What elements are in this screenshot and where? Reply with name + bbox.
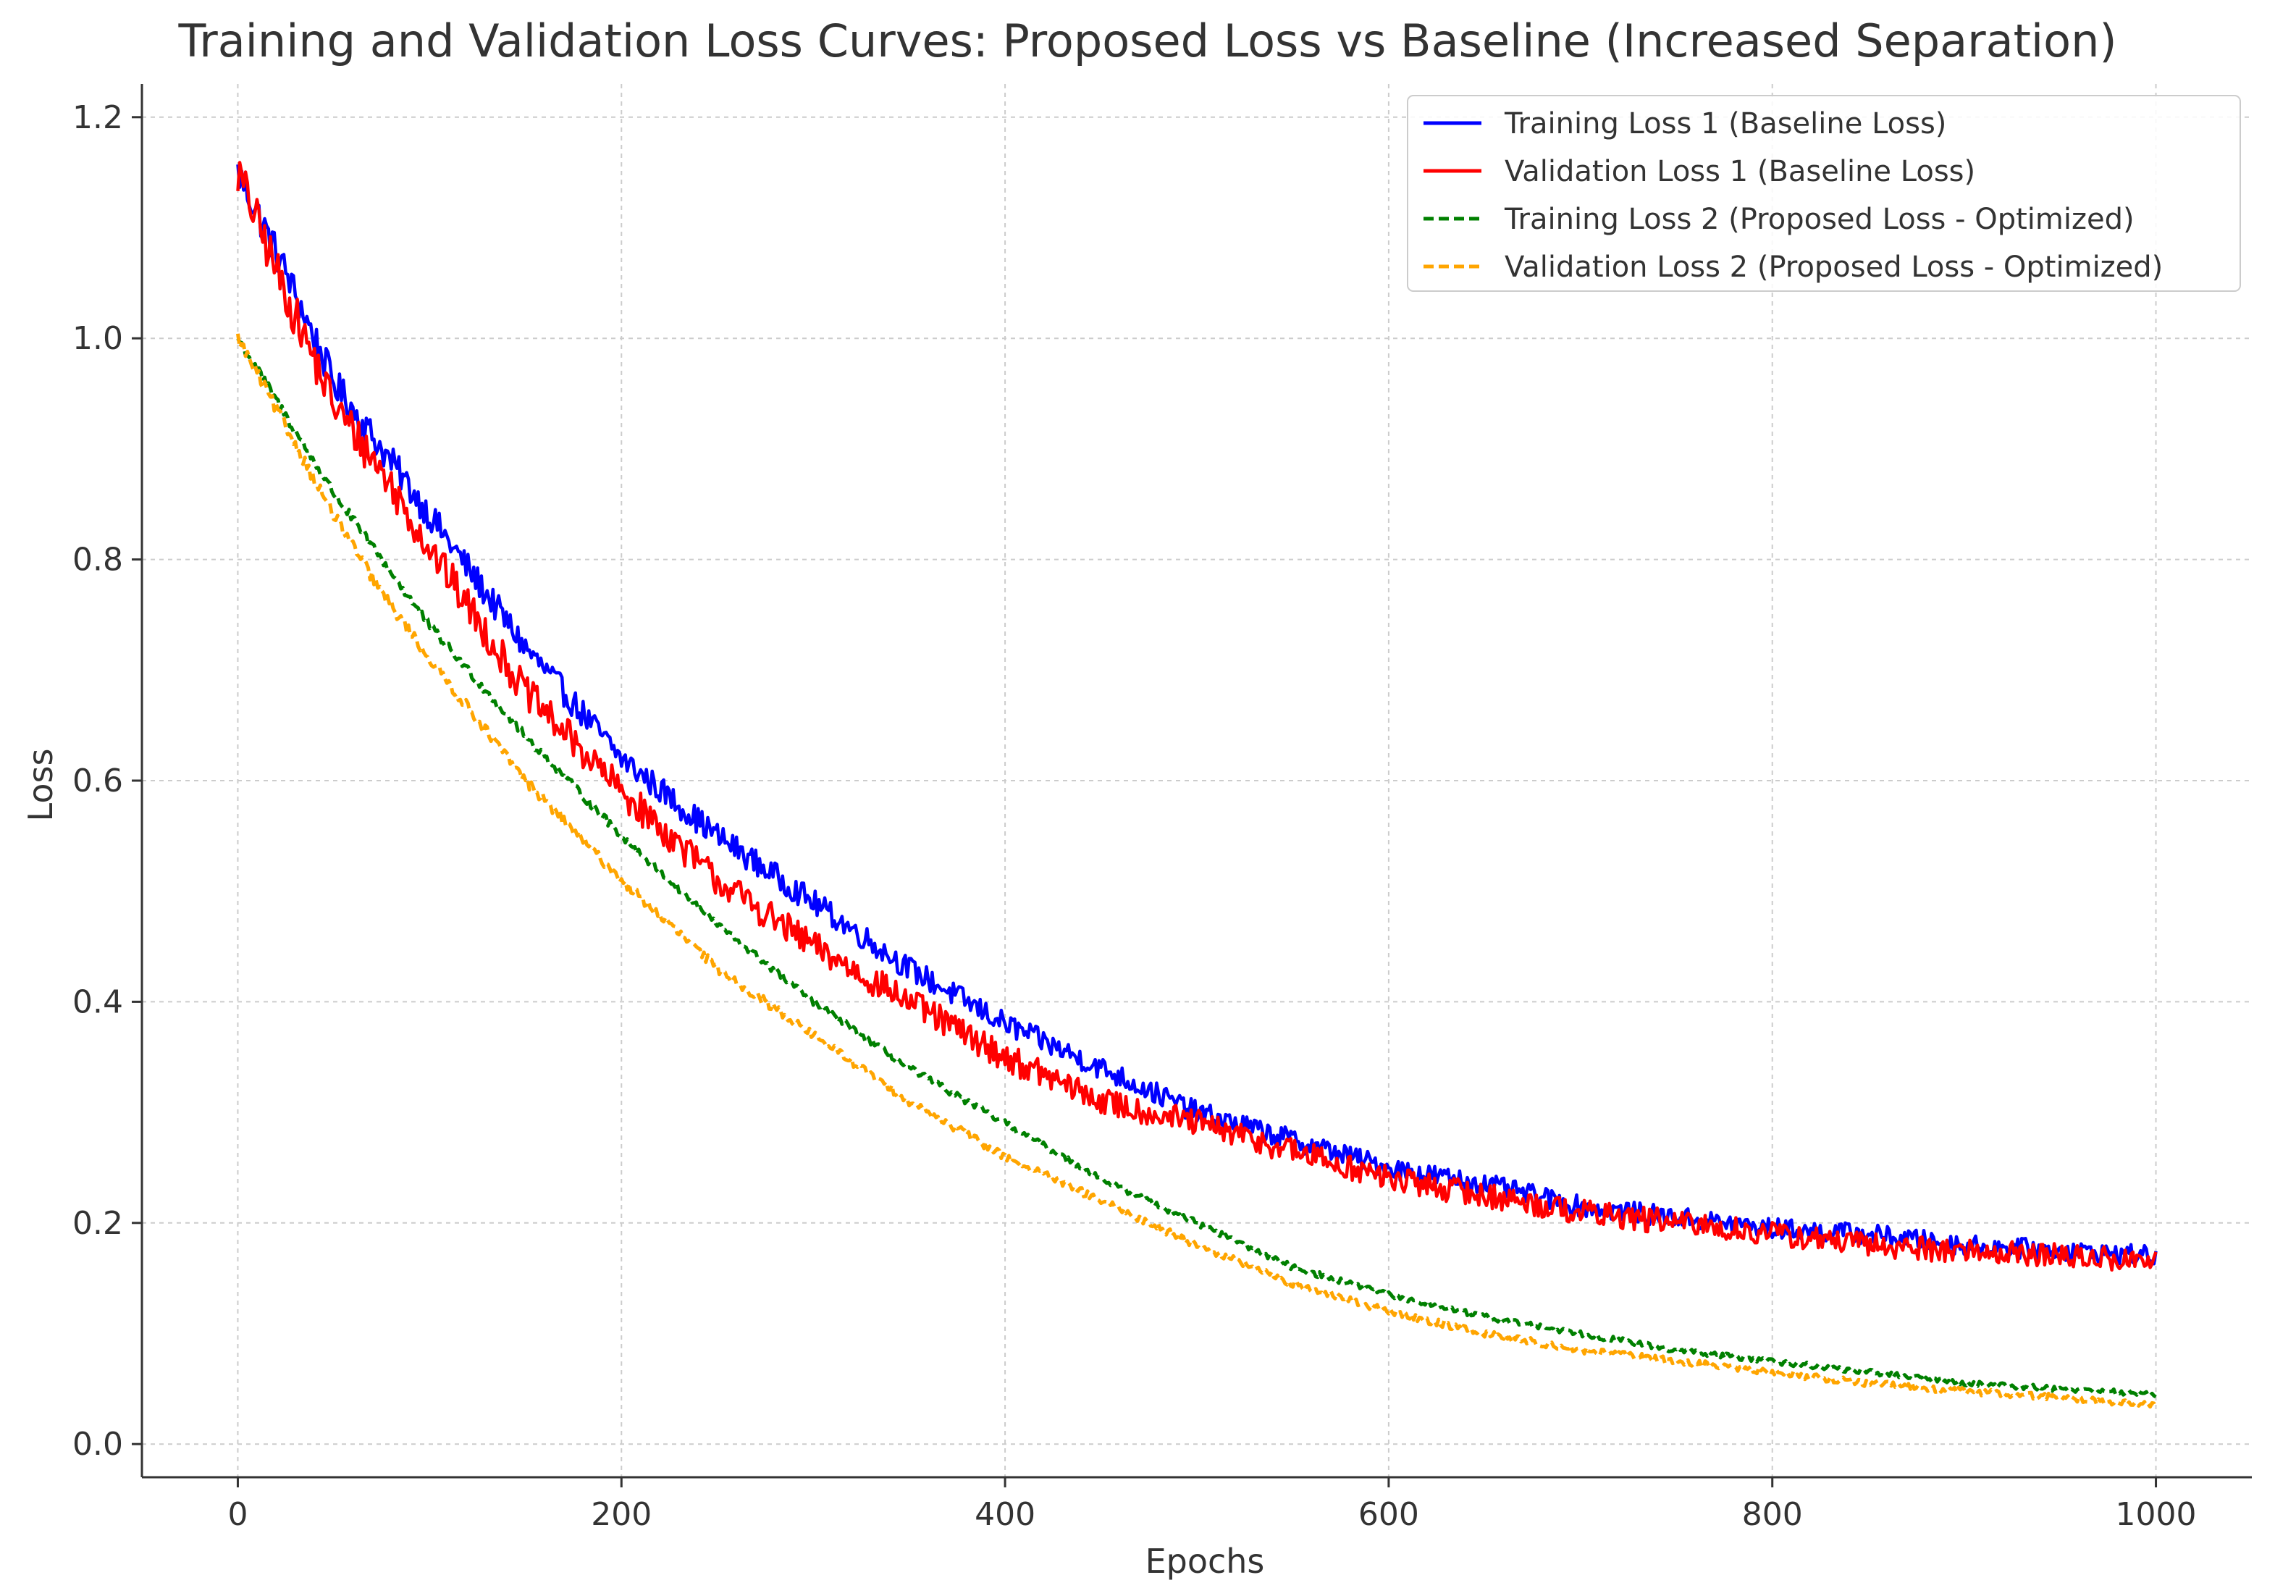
x-axis-label: Epochs [1145,1542,1265,1581]
y-tick-label: 0.4 [72,983,123,1020]
y-tick-label: 0.6 [72,763,123,799]
y-tick-label: 0.2 [72,1205,123,1242]
x-tick-label: 1000 [2116,1496,2197,1533]
gridlines [142,84,2252,1477]
legend-box [1407,95,2241,292]
chart-title: Training and Validation Loss Curves: Pro… [177,14,2116,67]
legend-entry-label: Validation Loss 2 (Proposed Loss - Optim… [1505,251,2163,284]
x-tick-label: 200 [591,1496,652,1533]
series-lines [236,161,2158,1409]
y-tick-label: 1.2 [72,99,123,136]
y-tick-label: 0.8 [72,542,123,579]
legend-entry-label: Training Loss 1 (Baseline Loss) [1504,107,1946,140]
tick-labels: 0 200 400 600 800 1000 0.0 0.2 0.4 0.6 0.8 1.0 1.2 [72,99,2197,1533]
legend-entry-label: Validation Loss 1 (Baseline Loss) [1505,155,1975,188]
series-line-validation-loss-2-proposed-loss-optimized [236,333,2158,1409]
x-tick-label: 400 [975,1496,1035,1533]
legend-entry-label: Training Loss 2 (Proposed Loss - Optimiz… [1504,203,2135,236]
series-line-training-loss-2-proposed-loss-optimized [236,337,2157,1399]
y-axis-label: Loss [21,749,60,822]
y-tick-label: 0.0 [72,1426,123,1463]
y-tick-label: 1.0 [72,320,123,357]
legend: Training Loss 1 (Baseline Loss) Validatio… [1407,95,2241,292]
x-tick-label: 800 [1742,1496,1803,1533]
series-line-training-loss-1-baseline-loss [236,164,2158,1266]
series-line-validation-loss-1-baseline-loss [236,161,2158,1272]
x-tick-label: 600 [1358,1496,1419,1533]
axes [132,84,2252,1487]
x-tick-label: 0 [227,1496,248,1533]
